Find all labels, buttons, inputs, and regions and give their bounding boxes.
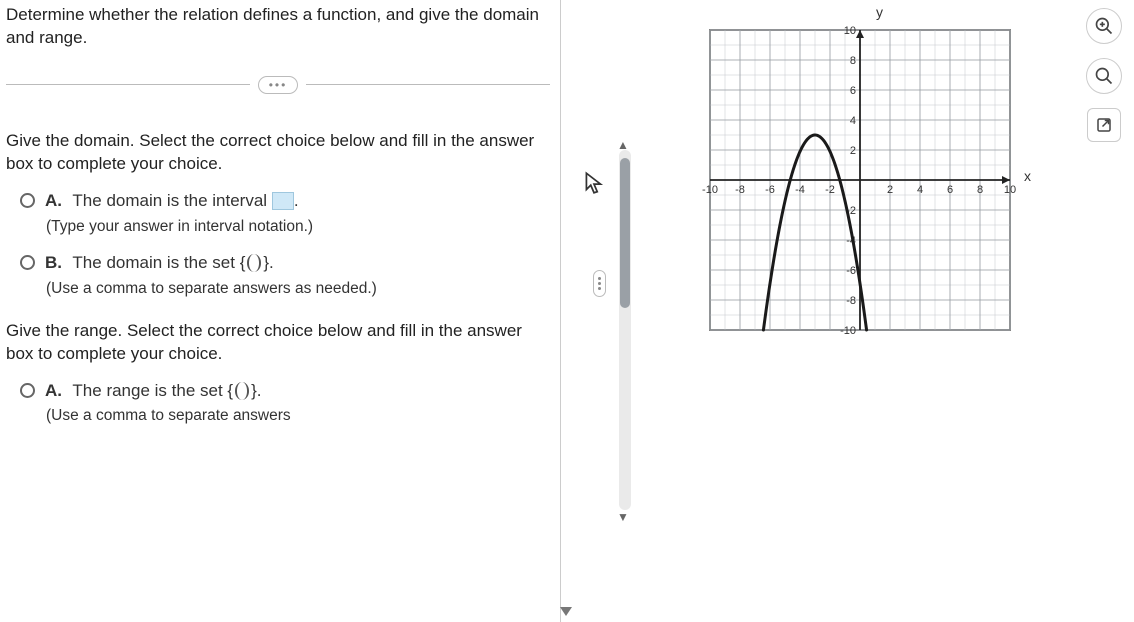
svg-text:-6: -6 — [765, 184, 775, 196]
choice-hint: (Use a comma to separate answers as need… — [46, 279, 550, 300]
svg-text:6: 6 — [850, 85, 856, 97]
zoom-in-button[interactable] — [1086, 8, 1122, 44]
scroll-down-icon[interactable]: ▼ — [617, 510, 629, 524]
x-axis-label: x — [1024, 168, 1031, 184]
popout-button[interactable] — [1087, 108, 1121, 142]
svg-text:6: 6 — [947, 184, 953, 196]
question-prompt: Determine whether the relation defines a… — [6, 4, 550, 50]
choice-label: A. — [45, 191, 62, 210]
svg-text:8: 8 — [850, 55, 856, 67]
drag-handle-icon[interactable] — [593, 270, 606, 297]
separator: ••• — [6, 76, 550, 94]
svg-text:-2: -2 — [825, 184, 835, 196]
radio-icon[interactable] — [20, 255, 35, 270]
more-pill[interactable]: ••• — [258, 76, 299, 94]
domain-instruction: Give the domain. Select the correct choi… — [6, 130, 550, 176]
choice-text: The range is the set — [72, 381, 227, 400]
choice-domain-a[interactable]: A. The domain is the interval . — [20, 190, 550, 213]
choice-hint: (Type your answer in interval notation.) — [46, 217, 550, 238]
scrollbar-thumb[interactable] — [620, 158, 630, 308]
svg-text:4: 4 — [850, 115, 856, 127]
choice-range-a[interactable]: A. The range is the set {}. — [20, 380, 550, 403]
svg-text:4: 4 — [917, 184, 923, 196]
scrollbar-track[interactable] — [619, 150, 631, 510]
svg-text:8: 8 — [977, 184, 983, 196]
graph: -10-8-6-4-2246810-10-8-6-4-2246810 y x — [690, 10, 1030, 350]
answer-box[interactable] — [235, 382, 249, 400]
graph-svg: -10-8-6-4-2246810-10-8-6-4-2246810 — [690, 10, 1030, 350]
radio-icon[interactable] — [20, 383, 35, 398]
chevron-down-icon[interactable] — [560, 607, 572, 616]
range-instruction: Give the range. Select the correct choic… — [6, 320, 550, 366]
svg-text:-8: -8 — [846, 295, 856, 307]
answer-box[interactable] — [272, 192, 294, 210]
svg-text:-10: -10 — [702, 184, 718, 196]
radio-icon[interactable] — [20, 193, 35, 208]
svg-text:-6: -6 — [846, 265, 856, 277]
svg-text:10: 10 — [844, 25, 856, 37]
choice-domain-b[interactable]: B. The domain is the set {}. — [20, 252, 550, 275]
svg-text:-10: -10 — [840, 325, 856, 337]
choice-text: The domain is the set — [72, 253, 239, 272]
svg-text:10: 10 — [1004, 184, 1016, 196]
answer-box[interactable] — [247, 254, 261, 272]
svg-text:-4: -4 — [795, 184, 805, 196]
choice-text: The domain is the interval — [72, 191, 271, 210]
svg-text:-8: -8 — [735, 184, 745, 196]
choice-hint: (Use a comma to separate answers — [46, 406, 550, 427]
choice-label: B. — [45, 253, 62, 272]
cursor-icon — [581, 170, 607, 203]
svg-text:2: 2 — [850, 145, 856, 157]
svg-text:2: 2 — [887, 184, 893, 196]
zoom-button[interactable] — [1086, 58, 1122, 94]
y-axis-label: y — [876, 4, 883, 20]
choice-label: A. — [45, 381, 62, 400]
